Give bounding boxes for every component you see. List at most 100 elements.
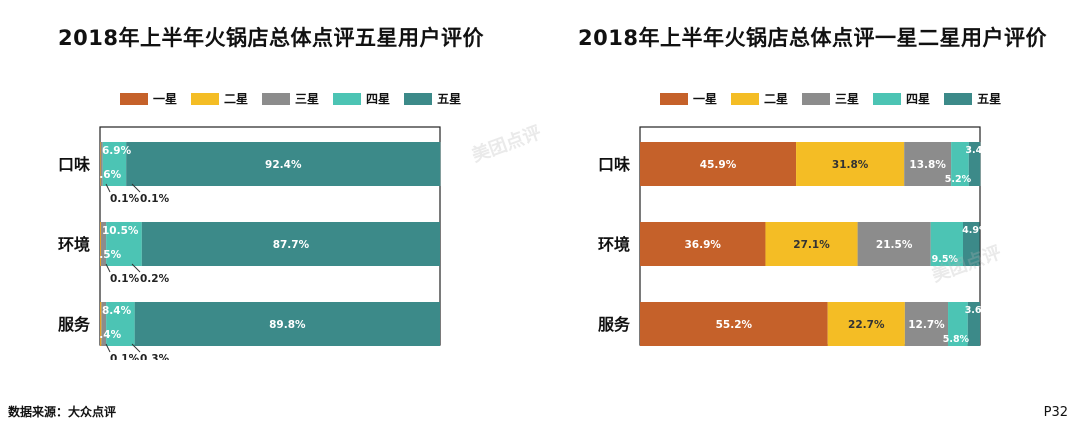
legend-label: 一星	[693, 92, 718, 106]
data-label: 87.7%	[273, 239, 310, 251]
legend-label: 二星	[224, 92, 249, 106]
legend-item: 三星	[262, 90, 319, 107]
category-label: 口味	[598, 155, 630, 174]
watermark-logo: 美团点评	[469, 122, 544, 167]
legend-item: 二星	[731, 90, 788, 107]
bar-segment	[106, 302, 135, 346]
legend-label: 四星	[906, 92, 931, 106]
legend-swatch	[191, 92, 220, 105]
legend-swatch	[873, 92, 902, 105]
legend-swatch	[120, 92, 148, 105]
data-label: 9.5%	[932, 254, 959, 265]
data-label: 1.5%	[92, 249, 122, 261]
data-label: 27.1%	[793, 239, 830, 251]
bar-segment	[796, 142, 905, 186]
data-label: 0.6%	[92, 169, 122, 181]
bar-segment	[904, 302, 949, 346]
legend-item: 一星	[660, 90, 717, 107]
legend-item: 一星	[120, 90, 177, 107]
bar-segment	[100, 142, 103, 186]
data-label: 0.1%	[110, 273, 140, 285]
data-label: 0.1%	[140, 193, 170, 205]
bar-segment	[948, 302, 968, 346]
data-label: 10.5%	[102, 225, 139, 237]
bar-segment	[100, 222, 101, 266]
data-label: 89.8%	[269, 319, 306, 331]
data-label: 12.7%	[908, 319, 945, 331]
bar-segment	[968, 142, 981, 186]
legend-swatch	[660, 92, 688, 105]
legend-label: 五星	[977, 92, 1002, 106]
data-label: 5.8%	[943, 334, 970, 345]
legend-label: 三星	[835, 92, 860, 106]
data-label: 0.1%	[110, 353, 140, 360]
leader-line	[105, 263, 111, 273]
legend-swatch	[944, 92, 973, 105]
stacked-bar-chart-five-star: 口味0.1% 0.1%0.6%6.9%92.4%环境0.1% 0.2%1.5%10.…	[58, 126, 441, 360]
bar-segment	[967, 302, 980, 346]
legend-right: 一星 二星 三星 四星 五星	[660, 90, 1001, 107]
legend-label: 一星	[153, 92, 178, 106]
data-label: 13.8%	[909, 159, 946, 171]
bar-segment	[951, 142, 969, 186]
data-label: 5.2%	[945, 174, 972, 185]
leader-line	[131, 343, 141, 353]
leader-line	[131, 263, 141, 273]
legend-swatch	[262, 92, 291, 105]
legend-item: 二星	[191, 90, 248, 107]
chart-title-left: 2018年上半年火锅店总体点评五星用户评价	[58, 26, 484, 50]
bar-segment	[100, 302, 102, 346]
data-label: 36.9%	[685, 239, 722, 251]
bar-segment	[904, 142, 952, 186]
data-label: 6.9%	[102, 145, 132, 157]
bar-segment	[640, 142, 797, 186]
bar-segment	[930, 222, 963, 266]
data-label: 55.2%	[716, 319, 753, 331]
chart-title-right: 2018年上半年火锅店总体点评一星二星用户评价	[578, 26, 1047, 50]
data-label: 8.4%	[102, 305, 132, 317]
legend-item: 四星	[873, 90, 930, 107]
category-label: 环境	[598, 235, 630, 254]
data-label: 0.1%	[110, 193, 140, 205]
category-label: 服务	[58, 315, 91, 334]
leader-line	[105, 183, 111, 193]
bar-segment	[827, 302, 905, 346]
category-label: 服务	[598, 315, 631, 334]
leader-line	[131, 183, 141, 193]
data-label: 3.6%	[965, 305, 992, 316]
bar-segment	[963, 222, 980, 266]
bar-segment	[101, 302, 107, 346]
legend-swatch	[333, 92, 362, 105]
data-label: 0.3%	[140, 353, 170, 360]
page-number: P32	[1043, 405, 1068, 420]
data-label: 0.2%	[140, 273, 170, 285]
data-label: 31.8%	[832, 159, 869, 171]
stacked-bar-chart-one-two-star: 口味 45.9% 31.8% 13.8% 5.2% 3.4% 环境 36.9% 27.1% 21.…	[598, 126, 992, 346]
bar-segment	[640, 222, 766, 266]
bar-segment	[100, 222, 102, 266]
data-label: 22.7%	[848, 319, 885, 331]
legend-swatch	[802, 92, 831, 105]
category-label: 环境	[58, 235, 90, 254]
legend-label: 四星	[366, 92, 391, 106]
data-label: 92.4%	[265, 159, 302, 171]
bar-segment	[640, 302, 828, 346]
bar-segment	[101, 222, 107, 266]
data-label: 3.4%	[965, 145, 992, 156]
legend-item: 五星	[404, 90, 461, 107]
data-label: 4.9%	[962, 225, 989, 236]
legend-swatch	[731, 92, 760, 105]
legend-swatch	[404, 92, 433, 105]
bar-segment	[100, 142, 101, 186]
bar-segment	[100, 142, 101, 186]
bar-segment	[102, 142, 127, 186]
legend-label: 二星	[764, 92, 789, 106]
data-label: 21.5%	[876, 239, 913, 251]
bar-segment	[100, 302, 101, 346]
legend-label: 五星	[437, 92, 462, 106]
legend-label: 三星	[295, 92, 320, 106]
data-label: 45.9%	[700, 159, 737, 171]
data-source-note: 数据来源：大众点评	[8, 405, 117, 419]
bar-segment	[857, 222, 931, 266]
bar-segment	[106, 222, 142, 266]
